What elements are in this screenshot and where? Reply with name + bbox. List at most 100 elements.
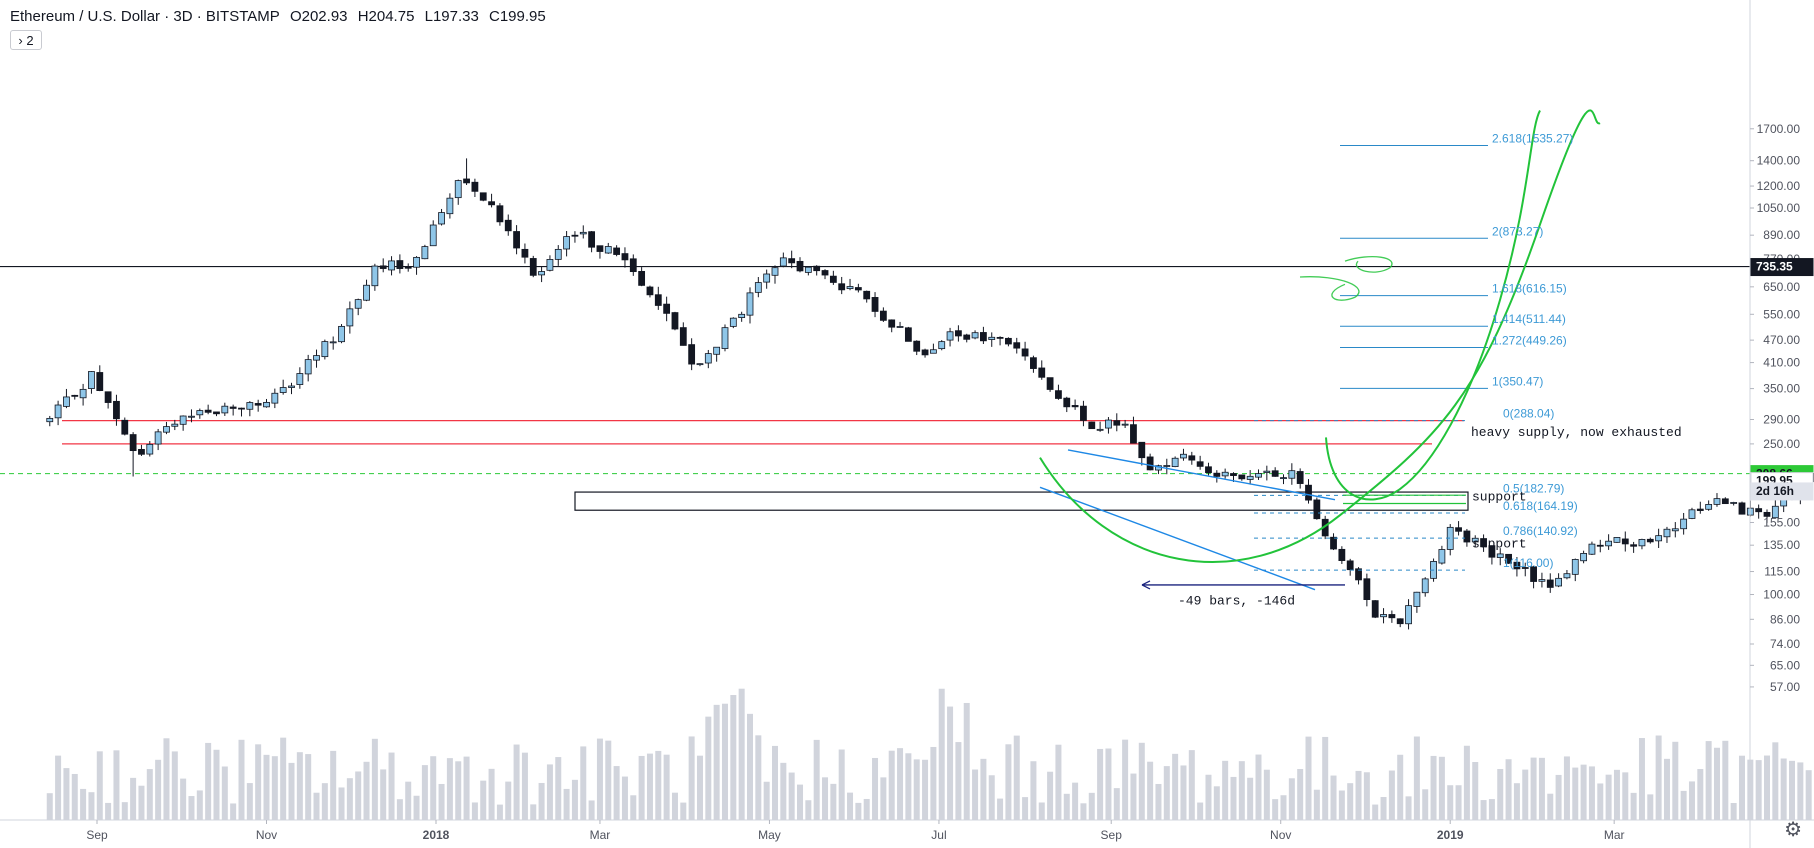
volume-bar	[888, 750, 895, 820]
volume-bar	[905, 753, 912, 820]
volume-bar	[772, 745, 779, 820]
volume-bar	[755, 735, 762, 820]
price-tick-label: 100.00	[1763, 588, 1800, 602]
volume-bar	[1638, 738, 1645, 820]
volume-bar	[355, 771, 362, 820]
candle-body	[1555, 577, 1562, 587]
candle-body	[1713, 498, 1721, 505]
volume-bar	[1080, 803, 1087, 820]
volume-bar	[1380, 797, 1387, 820]
candle-body	[1463, 530, 1471, 543]
volume-bar	[1238, 761, 1245, 820]
candle-body	[1763, 511, 1771, 517]
volume-bar	[788, 772, 795, 820]
volume-bar	[463, 756, 470, 820]
fib-retracement-label: 0.5(182.79)	[1503, 481, 1564, 495]
candle-body	[779, 257, 787, 267]
candle-body	[371, 265, 379, 287]
candle-body	[79, 388, 87, 399]
volume-bar	[1422, 789, 1429, 820]
candle-body	[1655, 535, 1663, 542]
candle-body	[1288, 470, 1296, 479]
fib-retracement-label: 0(288.04)	[1503, 407, 1554, 421]
candle-body	[304, 359, 312, 375]
volume-bar	[1122, 739, 1129, 820]
volume-bar	[55, 755, 62, 820]
volume-bar	[96, 751, 103, 820]
volume-bar	[196, 790, 203, 820]
price-tick-label: 290.00	[1763, 413, 1800, 427]
candle-body	[488, 201, 495, 206]
candle-body	[971, 332, 979, 339]
volume-bar	[1513, 783, 1520, 820]
candle-body	[1705, 504, 1713, 510]
annotation-support-1: support	[1472, 490, 1527, 505]
candle-body	[54, 404, 62, 419]
candle-body	[263, 401, 270, 408]
volume-bar	[746, 713, 753, 820]
candle-body	[804, 266, 812, 273]
volume-bar	[947, 706, 954, 820]
candle-body	[1563, 573, 1571, 579]
candle-body	[363, 284, 370, 301]
candle-body	[788, 258, 796, 264]
volume-bar	[713, 704, 720, 820]
volume-bar	[1372, 804, 1379, 820]
gear-icon[interactable]: ⚙	[1784, 819, 1802, 841]
fib-extension-label: 1.618(616.15)	[1492, 282, 1567, 296]
candle-body	[538, 271, 545, 276]
price-tick-label: 1700.00	[1757, 122, 1801, 136]
candle-body	[946, 331, 954, 341]
candle-body	[388, 260, 395, 271]
volume-bar	[1488, 799, 1495, 820]
candle-body	[1246, 475, 1254, 480]
candle-body	[1005, 337, 1012, 345]
fib-extension-label: 2.618(1535.27)	[1492, 132, 1573, 146]
candle-body	[604, 246, 612, 254]
candle-body	[354, 299, 362, 309]
candle-body	[629, 258, 637, 273]
candle-body	[121, 419, 129, 435]
support-zone-box[interactable]	[574, 491, 1469, 511]
candle-body	[1630, 544, 1638, 547]
candle-body	[529, 258, 537, 276]
candle-body	[721, 327, 729, 349]
price-tick-label: 155.00	[1763, 515, 1800, 529]
candle-body	[1521, 567, 1529, 569]
drawings[interactable]	[574, 109, 1601, 591]
volume-bar	[955, 742, 962, 820]
annotation-support-2: support	[1472, 537, 1527, 552]
candle-body	[1163, 465, 1171, 467]
volume-bar	[1622, 772, 1629, 820]
volume-bar	[380, 769, 387, 820]
candle-body	[1330, 536, 1337, 550]
candle-body	[796, 260, 804, 272]
candle-body	[1396, 618, 1404, 625]
volume-bar	[71, 773, 78, 820]
volume-bar	[1680, 790, 1687, 820]
candle-body	[329, 341, 337, 344]
price-tick-label: 650.00	[1763, 280, 1800, 294]
volume-bar	[1180, 765, 1187, 820]
candle-body	[904, 327, 912, 342]
candle-body	[1180, 453, 1187, 459]
candle-body	[863, 290, 871, 300]
candle-body	[1271, 470, 1279, 477]
candle-body	[1596, 544, 1604, 547]
volume-bar	[1063, 793, 1070, 820]
volume-bar	[1738, 755, 1745, 820]
volume-bar	[930, 746, 937, 820]
indicator-collapse-button[interactable]: › 2	[10, 30, 42, 50]
candle-body	[1771, 505, 1779, 519]
volume-bar	[130, 777, 137, 820]
volume-bar	[1038, 802, 1045, 820]
volume-bar	[180, 778, 187, 820]
price-badge	[1750, 258, 1814, 277]
volume-bar	[897, 748, 904, 820]
candle-body	[746, 292, 754, 316]
volume-bar	[263, 754, 270, 820]
price-tick-label: 1200.00	[1757, 179, 1801, 193]
candle-body	[1480, 538, 1487, 548]
